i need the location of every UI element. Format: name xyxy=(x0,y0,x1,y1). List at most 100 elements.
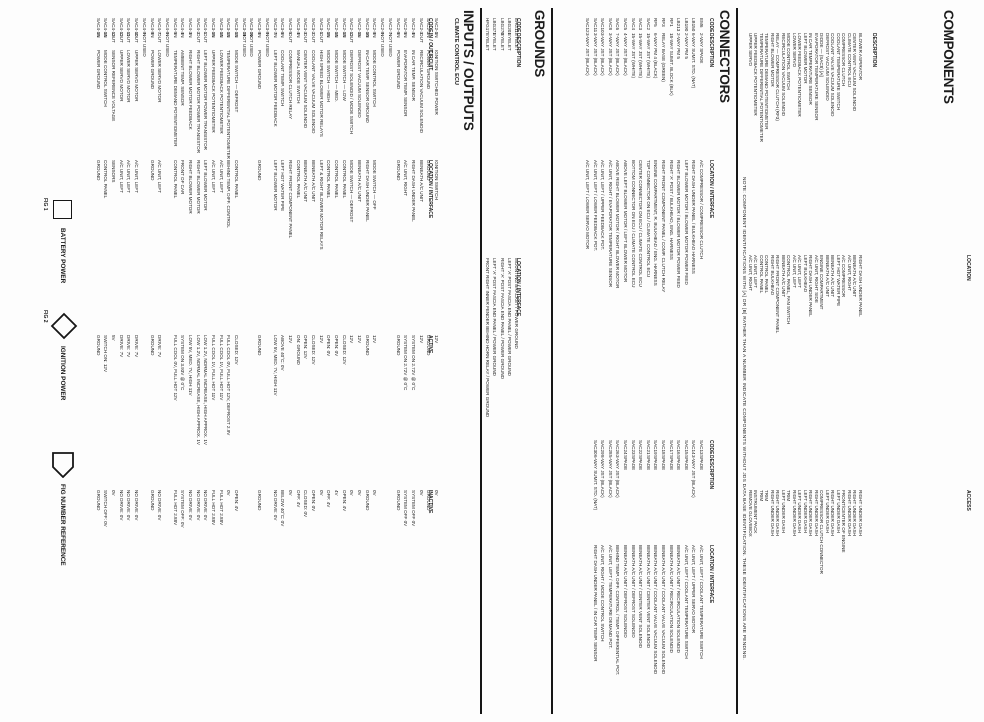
io-location: RIGHT BLOWER MOTOR xyxy=(188,160,193,214)
io-inactive-value: GROUND xyxy=(426,490,432,511)
io-circuit: LOWER SERVO MOTOR xyxy=(157,50,163,103)
io-code: SAC4-6 xyxy=(164,18,170,35)
component-description: IN CAR TEMPERATURE SENSOR xyxy=(808,33,814,105)
io-active-value: CLOSED: 12V xyxy=(311,335,316,365)
component-access: RIGHT UNDER DASH xyxy=(830,490,836,536)
io-location: RIGHT BLOWER MOTOR xyxy=(195,160,201,214)
io-active-value: 12V xyxy=(372,335,378,344)
connector-description: 3-WAY JST (BLACK) xyxy=(585,33,591,76)
table-row: SAC2-2 IN POWER GROUND GROUND GROUND GRO… xyxy=(423,0,431,722)
table-row: SAC2-1 IN IGNITION SWITCHED POWER IGNITI… xyxy=(430,0,439,722)
connector-location: BENEATH A/C UNIT / RECIRCULATION SOLENOI… xyxy=(676,545,682,653)
io-direction: IN xyxy=(95,33,101,38)
connector-location: ENGINE COMPARTMENT, R. BULKHEAD / ENG. H… xyxy=(653,160,659,286)
ground-code: EHG11 xyxy=(514,18,519,33)
io-direction: IN xyxy=(272,33,278,38)
connector-location: TOP CONNECTOR ON ECU / CLIMATE CONTROL E… xyxy=(645,160,651,278)
io-inactive-value: GROUND xyxy=(95,490,101,511)
connector-code: SAC12 xyxy=(585,18,591,33)
io-inactive-value: NO DRIVE: 0V xyxy=(126,490,132,521)
connector-description: 6-WAY SUMIT. STD. (NAT) xyxy=(691,33,697,89)
io-location: LEFT BLOWER MOTOR xyxy=(272,160,278,211)
io-active-value: DRIVE: 7V xyxy=(157,335,163,358)
io-active-value: GROUND xyxy=(149,335,155,356)
io-location: GROUND xyxy=(95,160,101,181)
connector-description: SPADE xyxy=(638,455,644,471)
component-location: A/C UNIT, RIGHT xyxy=(847,255,852,291)
io-location: BENEATH A/C UNIT xyxy=(418,160,424,203)
table-row: SAC4-9 NOT USED xyxy=(138,0,147,722)
io-code: SAC2-3 xyxy=(418,18,424,35)
table-row: SAC3-10 NOT USED xyxy=(246,0,255,722)
io-location: CONTROL PANEL xyxy=(103,160,109,199)
table-row: UPPER SERVO A/C UNIT, RIGHT REMOVE GLOVE… xyxy=(747,0,753,722)
io-inactive-value: OPEN: 4V xyxy=(234,490,240,512)
io-inactive-value: SYSTEM OFF 0V xyxy=(410,490,416,527)
io-inactive-value: FULL HOT 2.88V xyxy=(218,490,224,526)
io-direction: OUT xyxy=(311,33,316,43)
connector-location: BENEATH A/C UNIT / CENTER VENT SOLENOID xyxy=(645,545,651,649)
table-row: SAC3-13 IN TEMPERATURE DIFFERENTIAL POTE… xyxy=(223,0,231,722)
io-active-value: DRIVE: 7V xyxy=(126,335,132,358)
table-row: SAC2-11 IN DEFROST VACUUM SOLENOID BENEA… xyxy=(353,0,362,722)
connector-code: SAC26 xyxy=(615,440,621,455)
component-description: LOWER SERVO xyxy=(792,33,797,68)
table-row: SAC3-4 IN MANUAL MODE SWITCH CONTROL PAN… xyxy=(292,0,301,722)
component-description: RELAY — COMPRESSOR CLUTCH (RF3) xyxy=(775,33,781,121)
io-direction: NOT USED xyxy=(264,33,270,57)
connector-code: SAC21 xyxy=(645,440,651,455)
connector-description: 15-WAY JST (WHITE) xyxy=(645,33,651,79)
connectors-table: EM6 2-WAY SPADE A/C COMPRESSOR / COMPRES… xyxy=(582,0,704,722)
io-location: CONTROL PANEL xyxy=(326,160,332,199)
io-location: LEFT HOT WATER PIPE xyxy=(280,160,286,212)
io-circuit: COOLANT TEMP. SWITCH xyxy=(280,50,286,107)
table-row: DEFROST VACUUM SOLENOID BENEATH A/C UNIT… xyxy=(824,0,830,722)
table-row: SAC11 3-WAY JST (BLACK) A/C UNIT, LEFT /… xyxy=(589,0,598,722)
connector-location: A/C UNIT, RIGHT / MODE CONTROL SWITCH xyxy=(600,545,606,642)
table-row: SAC2-9 IN MODE CONTROL SWITCH MODE SWITC… xyxy=(369,0,378,722)
location-interface-header-2: LOCATION / INTERFACE xyxy=(708,545,714,604)
component-location: ENGINE COMPARTMENT xyxy=(819,255,825,310)
io-location: RIGHT DASH UNDER PANEL xyxy=(410,160,416,222)
io-active-value: 12V xyxy=(434,335,439,344)
io-direction: IN xyxy=(234,33,240,38)
connector-description: 3-WAY JST (BLACK) xyxy=(691,455,697,498)
io-location: BENEATH A/C UNIT xyxy=(311,160,316,203)
io-code: SAC2-6 xyxy=(395,18,401,35)
io-direction: IN xyxy=(372,33,378,38)
io-direction: OUT xyxy=(318,33,324,43)
io-active-value: SYSTEM ON 3.93V @ 0°C xyxy=(180,335,186,391)
io-inactive-value: 0V xyxy=(226,490,232,496)
io-circuit: LEFT BLOWER MOTOR POWER TRANSISTOR xyxy=(203,50,209,150)
io-inactive-value: GROUND xyxy=(149,490,155,511)
io-location: IGNITION SWITCH xyxy=(434,160,439,200)
io-code: SAC3-9 xyxy=(257,18,263,35)
io-circuit: POWER GROUND xyxy=(95,50,101,90)
components-description-header: DESCRIPTION xyxy=(871,33,877,68)
component-description: DEFROST VACUUM SOLENOID xyxy=(825,33,830,101)
component-access: RIGHT UNDER DASH xyxy=(792,490,797,536)
io-inactive-value: BELOW 40°C: 0V xyxy=(280,490,286,527)
fig-number-reference-caption: FIG NUMBER REFERENCE xyxy=(59,484,66,566)
connector-code: LB190 xyxy=(683,18,689,32)
location-column-header: LOCATION xyxy=(965,255,971,281)
io-circuit: MODE SWITCH — DEFROST xyxy=(234,50,240,113)
table-row: LB213 2-WAY PM 5 RIGHT BLOWER MOTOR / BL… xyxy=(673,0,681,722)
component-access: RIGHT UNDER DASH xyxy=(852,490,858,536)
io-active-value: CLOSED: 12V xyxy=(341,335,347,365)
connector-code: LB150 xyxy=(691,18,697,32)
io-location: CONTROL PANEL xyxy=(234,160,240,199)
io-direction: IN xyxy=(395,33,401,38)
connector-description: 5-WAY JST (BLACK) xyxy=(607,455,613,498)
io-direction: NOT USED xyxy=(387,33,393,57)
io-direction: IN xyxy=(295,33,301,38)
io-active-value: CLOSED: 12V xyxy=(234,335,240,365)
io-direction: NOT USED xyxy=(380,33,386,57)
power-legend: FIG 1 BATTERY POWER FIG 2 IGNITION POWER… xyxy=(20,0,80,722)
square-icon xyxy=(53,200,72,219)
io-location: A/C UNIT, LEFT xyxy=(211,160,217,193)
connector-location: A/C UNIT, LEFT / LOWER SERVO MOTOR xyxy=(585,160,591,250)
io-location: A/C UNIT, LEFT xyxy=(218,160,224,193)
ground-description: EYELET xyxy=(485,33,491,51)
